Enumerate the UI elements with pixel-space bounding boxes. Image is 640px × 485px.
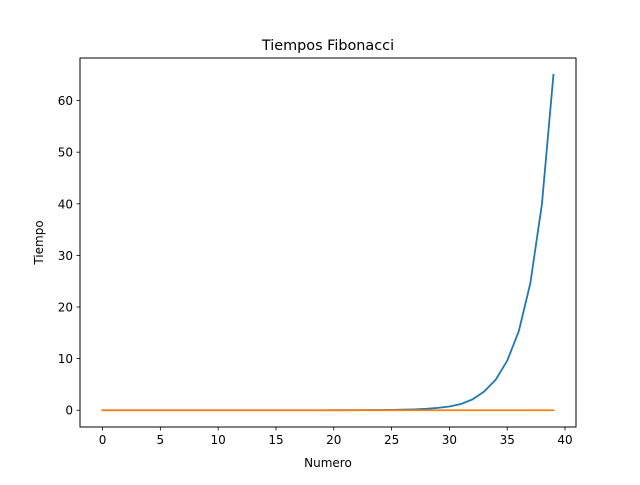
x-tick-label: 5 [157,433,165,447]
y-tick-label: 20 [58,301,73,315]
x-tick-label: 30 [442,433,457,447]
chart-title: Tiempos Fibonacci [261,38,394,54]
y-axis-label: Tiempo [32,220,46,265]
x-tick-label: 25 [384,433,399,447]
x-tick-label: 0 [99,433,107,447]
y-tick-label: 50 [58,146,73,160]
x-axis-label: Numero [304,456,352,470]
axes-frame [79,57,577,428]
y-tick-label: 10 [58,352,73,366]
x-tick-label: 40 [557,433,572,447]
y-tick-label: 30 [58,249,73,263]
x-tick-label: 20 [326,433,341,447]
y-axis-ticks: 0 10 20 30 40 50 60 [58,94,80,418]
x-axis-ticks: 0 5 10 15 20 25 30 35 40 [99,427,573,447]
x-tick-label: 15 [268,433,283,447]
y-tick-label: 60 [58,94,73,108]
y-tick-label: 40 [58,197,73,211]
plot-lines [101,73,555,412]
x-tick-label: 35 [500,433,515,447]
y-tick-label: 0 [65,404,73,418]
x-tick-label: 10 [211,433,226,447]
